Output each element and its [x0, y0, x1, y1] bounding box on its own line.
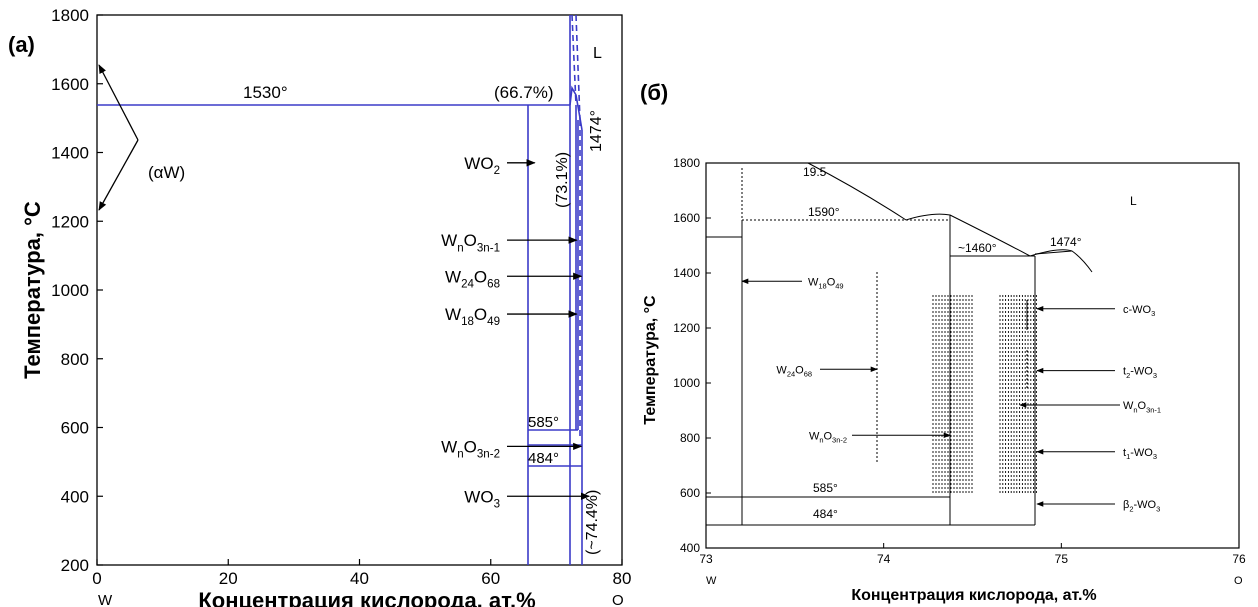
a-phase-label: WO3	[464, 487, 500, 510]
a-x-tick-label: 0	[92, 569, 101, 588]
label-74-4: (~74.4%)	[584, 490, 601, 555]
a-y-tick-label: 600	[61, 419, 89, 438]
panel-a-y-axis-label: Температура, °C	[20, 201, 45, 379]
a-y-tick-label: 400	[61, 487, 89, 506]
panel-b-x-right-label: O	[1234, 575, 1243, 587]
panel-b-label: (б)	[640, 80, 668, 105]
b-label-1590: 1590°	[808, 205, 840, 219]
a-x-tick-label: 20	[219, 569, 238, 588]
b-x-tick-label: 76	[1232, 552, 1246, 566]
panel-a-y-ticks: 200 400 600 800 1000 1200 1400 1600 1800	[51, 6, 103, 575]
a-phase-label: W24O68	[445, 267, 500, 290]
panel-b: (б) 400 600 800 1000 1200 1400 1600 1800 73 74 75…	[640, 80, 1246, 604]
a-y-tick-label: 200	[61, 556, 89, 575]
panel-a-phase-labels: WO2 WnO3n-1 W24O68 W18O49 WnO3n-2 WO3	[441, 154, 591, 510]
label-liquid: L	[593, 45, 602, 62]
label-1530: 1530°	[243, 83, 288, 102]
b-label-liquid: L	[1130, 194, 1137, 208]
panel-a-x-ticks: 0 20 40 60 80	[92, 559, 631, 588]
a-y-tick-label: 1200	[51, 212, 89, 231]
b-label-19-5: 19.5	[803, 165, 827, 179]
a-y-tick-label: 1800	[51, 6, 89, 25]
b-label-484: 484°	[813, 507, 838, 521]
panel-a-x-axis-label: Концентрация кислорода, ат.%	[198, 588, 535, 607]
a-phase-label: WnO3n-2	[441, 437, 500, 460]
a-phase-label: W18O49	[445, 305, 500, 328]
a-y-tick-label: 800	[61, 350, 89, 369]
b-liquidus-1	[807, 162, 907, 221]
alpha-w-arrow-up	[98, 64, 139, 141]
a-y-tick-label: 1600	[51, 75, 89, 94]
a-phase-label: WnO3n-1	[441, 231, 500, 254]
b-phase-right-label: t1-WO3	[1123, 447, 1157, 461]
b-phase-left-label: W18O49	[808, 276, 844, 290]
panel-b-x-left-label: W	[706, 575, 717, 587]
b-y-tick-label: 1800	[673, 156, 700, 170]
b-line-1474	[1034, 250, 1073, 255]
panel-b-frame	[705, 162, 1240, 549]
panel-a-x-left-label: W	[98, 592, 113, 607]
b-label-585: 585°	[813, 481, 838, 495]
b-y-tick-label: 600	[680, 486, 700, 500]
b-x-tick-label: 75	[1055, 552, 1069, 566]
a-x-tick-label: 40	[350, 569, 369, 588]
a-y-tick-label: 1000	[51, 281, 89, 300]
label-1474: 1474°	[588, 110, 605, 152]
b-y-tick-label: 1200	[673, 321, 700, 335]
alpha-w-label: (αW)	[148, 163, 185, 182]
panel-b-x-axis-label: Концентрация кислорода, ат.%	[851, 587, 1096, 604]
b-y-tick-label: 800	[680, 431, 700, 445]
alpha-w-arrow-down	[98, 139, 139, 211]
a-x-tick-label: 60	[481, 569, 500, 588]
b-phase-right-label: WnO3n-1	[1123, 400, 1161, 414]
b-y-tick-label: 1000	[673, 376, 700, 390]
label-66-7: (66.7%)	[494, 83, 554, 102]
dashed-liquidus-1	[571, 14, 577, 106]
panel-a-x-right-label: O	[612, 592, 624, 607]
label-73-1: (73.1%)	[554, 152, 571, 208]
b-y-tick-label: 400	[680, 541, 700, 555]
b-phase-left-label: WnO3n-2	[809, 430, 847, 444]
b-label-1460: ~1460°	[958, 241, 997, 255]
b-liquidus-3	[1029, 249, 1093, 273]
b-x-tick-label: 74	[877, 552, 891, 566]
b-dotted-regions	[932, 295, 1037, 495]
a-phase-label: WO2	[464, 154, 500, 177]
panel-a-label: (a)	[8, 32, 35, 57]
b-x-tick-label: 73	[699, 552, 713, 566]
label-484: 484°	[528, 450, 559, 467]
b-phase-right-label: β2-WO3	[1123, 499, 1160, 513]
b-phase-right-label: t2-WO3	[1123, 366, 1157, 380]
panel-b-x-ticks: 73 74 75 76	[699, 543, 1246, 566]
b-y-tick-label: 1600	[673, 211, 700, 225]
a-y-tick-label: 1400	[51, 144, 89, 163]
dashed-liquidus-2	[575, 14, 581, 121]
b-label-1474: 1474°	[1050, 235, 1082, 249]
b-phase-left-label: W24O68	[776, 364, 812, 378]
b-phase-right-label: c-WO3	[1123, 304, 1155, 318]
a-x-tick-label: 80	[613, 569, 632, 588]
panel-b-phase-labels: W18O49 W24O68 WnO3n-2 c-WO3 t2-WO3 WnO3n-1 t1-…	[741, 276, 1161, 513]
label-585: 585°	[528, 414, 559, 431]
panel-b-y-axis-label: Температура, °C	[642, 295, 659, 425]
b-y-tick-label: 1400	[673, 266, 700, 280]
panel-b-y-ticks: 400 600 800 1000 1200 1400 1600 1800	[673, 156, 711, 555]
